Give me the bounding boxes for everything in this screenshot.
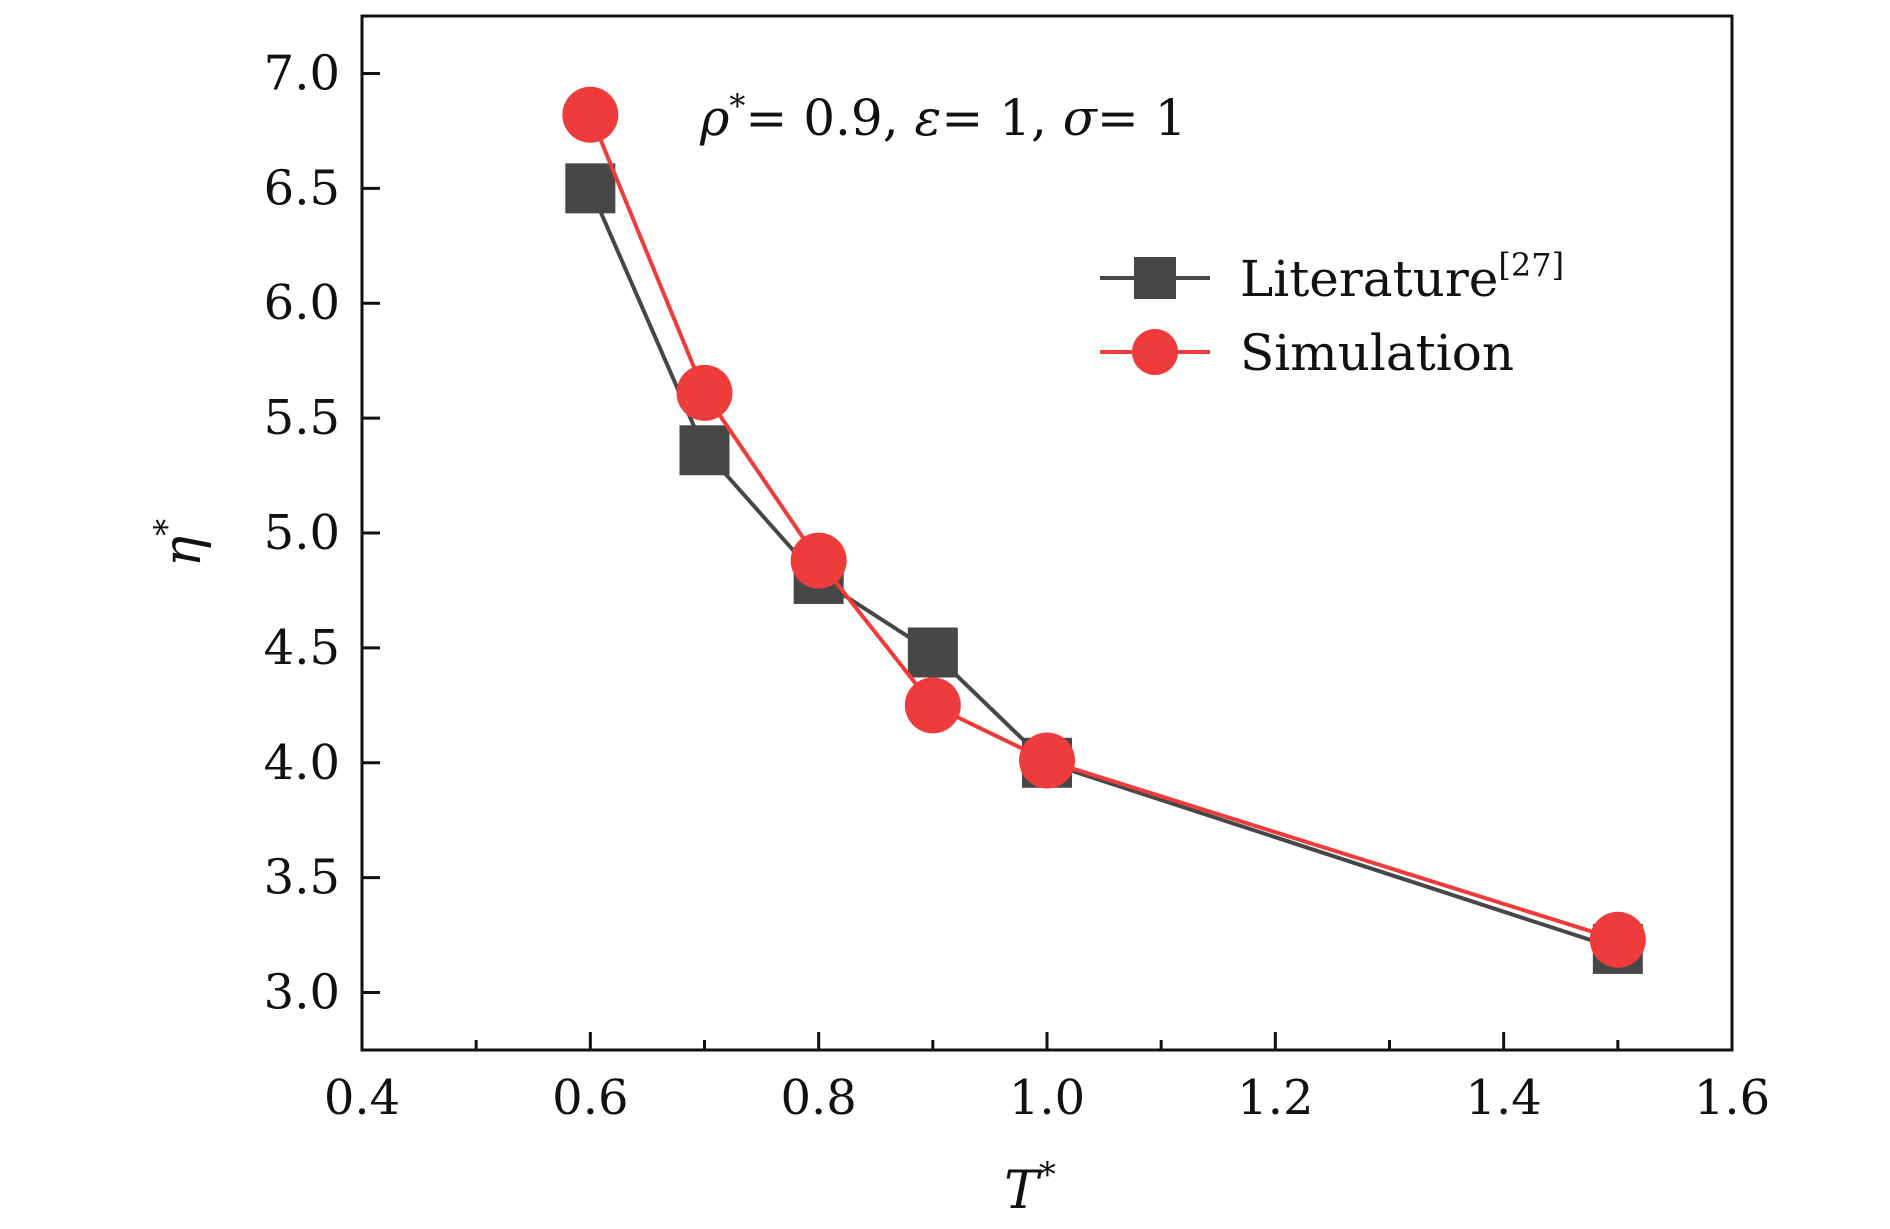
- y-axis-label-text: η: [153, 536, 213, 567]
- y-tick-label: 5.0: [264, 505, 340, 561]
- data-point-simulation: [1589, 911, 1646, 968]
- annotation-epsilon: ε: [915, 89, 942, 147]
- series-simulation: [562, 86, 1646, 968]
- data-point-literature: [679, 425, 730, 476]
- y-tick-label: 7.0: [264, 45, 340, 101]
- x-axis-label-text: T: [1004, 1161, 1042, 1221]
- legend-item-literature: Literature[27]: [1100, 246, 1564, 308]
- annotation-sigma-value: = 1: [1097, 89, 1187, 147]
- x-tick-label: 1.4: [1465, 1070, 1541, 1126]
- y-tick-label: 4.0: [264, 735, 340, 791]
- legend-marker-simulation: [1132, 329, 1178, 375]
- data-point-simulation: [562, 86, 619, 143]
- x-tick-label: 1.6: [1694, 1070, 1770, 1126]
- data-point-simulation: [904, 677, 961, 734]
- annotation-sigma: σ: [1063, 89, 1099, 147]
- y-axis-label-sup: *: [147, 519, 187, 536]
- annotation-rho-sup: *: [729, 87, 745, 125]
- data-point-simulation: [790, 532, 847, 589]
- y-tick-label: 6.0: [264, 275, 340, 331]
- data-point-literature: [907, 627, 958, 678]
- legend-citation-literature: [27]: [1498, 246, 1564, 284]
- data-point-literature: [565, 163, 616, 214]
- x-tick-label: 0.4: [324, 1070, 400, 1126]
- legend-text-literature: Literature: [1240, 250, 1498, 308]
- y-tick-label: 6.5: [264, 160, 340, 216]
- y-tick-label: 4.5: [264, 620, 340, 676]
- x-axis-label-sup: *: [1039, 1155, 1056, 1195]
- plot-frame: [360, 14, 1734, 1052]
- legend-item-simulation: Simulation: [1100, 324, 1514, 382]
- y-axis: 3.0 3.5 4.0 4.5 5.0 5.5 6.0 6.5 7.0: [264, 45, 380, 1021]
- annotation-rho-value: = 0.9,: [745, 89, 914, 147]
- legend-label-literature: Literature[27]: [1240, 246, 1564, 308]
- legend-text-simulation: Simulation: [1240, 324, 1514, 382]
- y-tick-label: 3.0: [264, 965, 340, 1021]
- x-axis-label: T*: [1004, 1155, 1056, 1221]
- parameter-annotation: ρ*= 0.9, ε= 1, σ= 1: [699, 87, 1186, 147]
- y-tick-label: 5.5: [264, 390, 340, 446]
- annotation-rho: ρ: [699, 89, 730, 147]
- x-axis: 0.4 0.6 0.8 1.0 1.2 1.4 1.6: [324, 1032, 1770, 1126]
- legend: Literature[27] Simulation: [1100, 246, 1564, 382]
- x-tick-label: 1.0: [1009, 1070, 1085, 1126]
- x-tick-label: 0.6: [552, 1070, 628, 1126]
- y-axis-label: η*: [147, 519, 213, 567]
- legend-label-simulation: Simulation: [1240, 324, 1514, 382]
- x-tick-label: 1.2: [1237, 1070, 1313, 1126]
- series-line-simulation: [588, 114, 1619, 942]
- data-point-simulation: [676, 364, 733, 421]
- data-point-simulation: [1019, 732, 1075, 789]
- series-layer: [562, 86, 1646, 974]
- y-tick-label: 3.5: [264, 850, 340, 906]
- legend-marker-literature: [1134, 257, 1176, 299]
- annotation-epsilon-value: = 1,: [941, 89, 1062, 147]
- x-tick-label: 0.8: [780, 1070, 856, 1126]
